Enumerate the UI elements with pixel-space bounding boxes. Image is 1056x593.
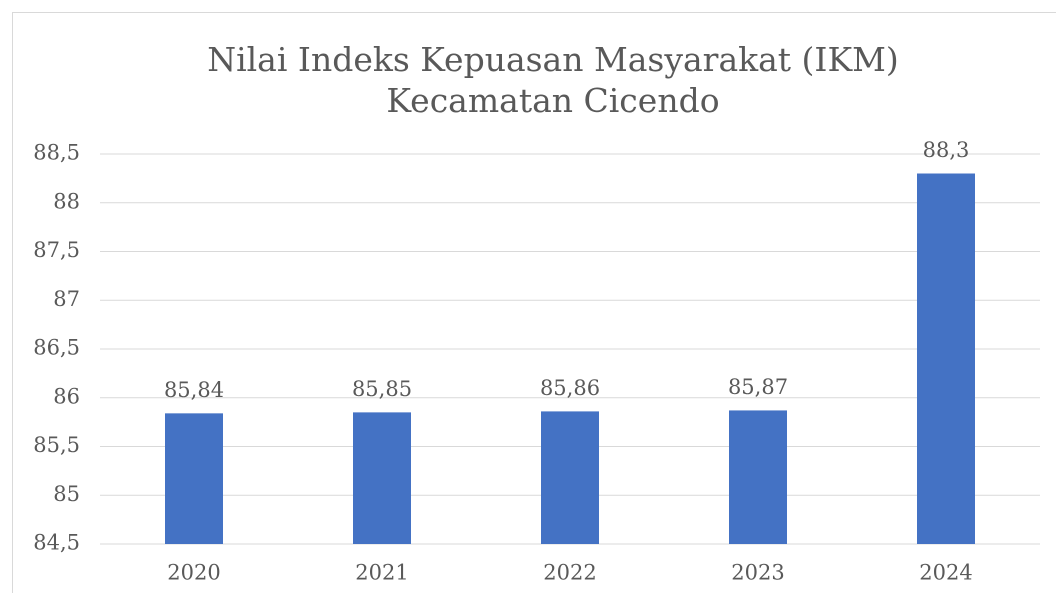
x-tick-label: 2024 xyxy=(919,561,972,585)
y-tick-label: 88,5 xyxy=(33,141,80,165)
value-label: 85,87 xyxy=(728,375,788,399)
chart-title: Kecamatan Cicendo xyxy=(386,81,719,120)
y-tick-label: 87,5 xyxy=(33,238,80,262)
y-tick-label: 88 xyxy=(53,189,80,213)
x-tick-label: 2022 xyxy=(543,561,596,585)
value-label: 85,84 xyxy=(164,378,224,402)
value-label: 88,3 xyxy=(923,138,970,162)
y-tick-label: 86,5 xyxy=(33,336,80,360)
bar xyxy=(165,413,223,544)
bar xyxy=(541,411,599,544)
value-label: 85,86 xyxy=(540,376,600,400)
value-label: 85,85 xyxy=(352,377,412,401)
bar xyxy=(917,173,975,544)
chart-title: Nilai Indeks Kepuasan Masyarakat (IKM) xyxy=(207,40,899,79)
x-tick-label: 2021 xyxy=(355,561,408,585)
chart-border xyxy=(12,12,1056,593)
y-tick-label: 87 xyxy=(53,287,80,311)
y-tick-label: 85,5 xyxy=(33,433,80,457)
bar xyxy=(729,410,787,544)
bar xyxy=(353,412,411,544)
y-tick-label: 84,5 xyxy=(33,531,80,555)
y-tick-label: 85 xyxy=(53,482,80,506)
y-tick-label: 86 xyxy=(53,384,80,408)
x-tick-label: 2023 xyxy=(731,561,784,585)
x-tick-label: 2020 xyxy=(167,561,220,585)
